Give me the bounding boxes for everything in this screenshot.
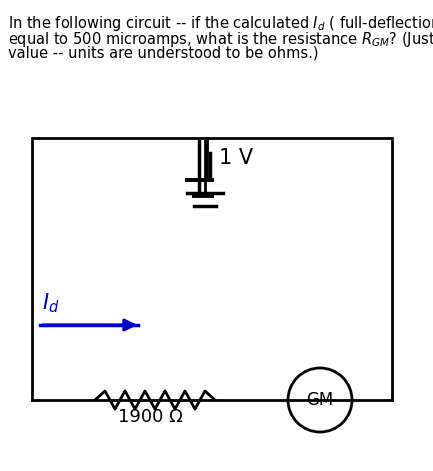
Text: 1 V: 1 V	[219, 148, 253, 168]
Text: value -- units are understood to be ohms.): value -- units are understood to be ohms…	[8, 46, 319, 61]
Text: In the following circuit -- if the calculated $I_d$ ( full-deflection current) i: In the following circuit -- if the calcu…	[8, 14, 433, 33]
Text: 1900 Ω: 1900 Ω	[118, 408, 182, 426]
Text: $I_d$: $I_d$	[42, 292, 59, 315]
Text: equal to 500 microamps, what is the resistance $R_{GM}$? (Just enter numerical: equal to 500 microamps, what is the resi…	[8, 30, 433, 49]
Text: GM: GM	[307, 391, 333, 409]
